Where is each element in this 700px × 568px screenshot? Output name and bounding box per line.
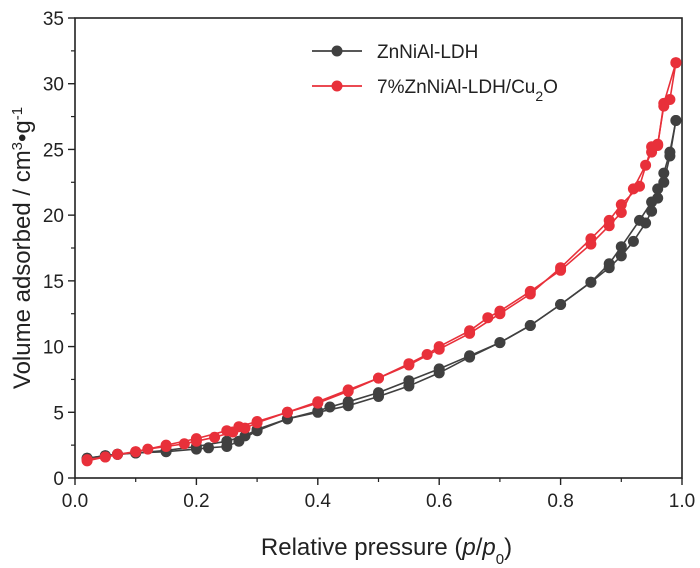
data-point-zn: [433, 363, 445, 375]
legend-marker-cu2o: [331, 80, 343, 92]
data-point-cu2o: [634, 180, 645, 192]
y-axis-title: Volume adsorbed / cm3•g-1: [9, 107, 37, 389]
data-point-zn: [585, 276, 597, 288]
data-point-cu2o: [81, 454, 93, 466]
x-tick-label: 0.0: [62, 491, 88, 512]
x-tick-label: 1.0: [669, 491, 695, 512]
data-point-cu2o: [373, 372, 384, 384]
legend-label-cu2o: 7%ZnNiAl-LDH/Cu2O: [377, 77, 558, 104]
data-point-cu2o: [281, 406, 293, 418]
x-axis-title: Relative pressure (p/p0): [261, 534, 512, 568]
x-tick-label: 0.6: [426, 491, 452, 512]
y-tick-label: 25: [43, 140, 64, 161]
legend-label-zn: ZnNiAl-LDH: [377, 42, 478, 63]
data-point-zn: [658, 167, 670, 179]
data-point-cu2o: [178, 438, 190, 450]
data-point-cu2o: [421, 349, 433, 360]
legend: ZnNiAl-LDH 7%ZnNiAl-LDH/Cu2O: [312, 42, 558, 104]
data-point-zn: [555, 299, 567, 310]
legend-item-cu2o: 7%ZnNiAl-LDH/Cu2O: [312, 77, 558, 104]
data-point-zn: [233, 435, 245, 447]
data-point-cu2o: [251, 416, 263, 427]
series-line-zn-adsorption: [86, 120, 677, 460]
data-point-zn: [324, 401, 336, 413]
data-point-cu2o: [603, 214, 615, 226]
data-point-zn: [494, 337, 506, 349]
data-point-cu2o: [233, 421, 245, 433]
data-point-cu2o: [464, 327, 476, 339]
data-point-cu2o: [640, 159, 652, 171]
data-point-cu2o: [221, 425, 233, 437]
y-tick-label: 20: [43, 206, 64, 227]
data-point-cu2o: [403, 359, 415, 371]
axis-ticks: 0.0 0.2 0.4 0.6 0.8 1.0 0 5 10 15 20 25 30 35: [43, 9, 695, 512]
data-point-zn: [251, 425, 263, 437]
data-point-cu2o: [524, 288, 536, 300]
data-point-cu2o: [615, 199, 627, 211]
data-point-cu2o: [130, 446, 142, 458]
data-point-zn: [312, 405, 324, 417]
data-point-cu2o: [482, 312, 494, 324]
series-layer: [81, 57, 682, 467]
legend-marker-zn: [331, 45, 343, 57]
data-point-zn: [524, 320, 536, 331]
y-tick-label: 15: [43, 272, 64, 293]
data-point-zn: [203, 442, 214, 454]
data-point-zn: [646, 205, 658, 217]
data-point-zn: [634, 214, 645, 226]
data-point-cu2o: [160, 439, 172, 451]
data-point-cu2o: [585, 233, 597, 245]
y-tick-label: 0: [53, 469, 64, 490]
data-point-zn: [342, 396, 354, 408]
data-point-zn: [615, 241, 627, 253]
data-point-zn: [190, 443, 202, 455]
data-point-zn: [464, 350, 476, 362]
data-point-cu2o: [342, 384, 354, 396]
data-point-cu2o: [494, 308, 506, 320]
data-point-zn: [670, 115, 682, 126]
x-tick-label: 0.8: [547, 491, 573, 512]
data-point-cu2o: [670, 57, 682, 69]
data-point-cu2o: [312, 396, 324, 408]
data-point-zn: [603, 258, 615, 270]
data-point-zn: [646, 196, 658, 208]
data-point-cu2o: [99, 451, 111, 463]
y-tick-label: 35: [43, 9, 64, 30]
series-line-zn-desorption: [86, 120, 677, 460]
data-point-cu2o: [209, 431, 221, 443]
data-point-cu2o: [112, 448, 123, 460]
y-tick-label: 30: [43, 75, 64, 96]
data-point-zn: [664, 146, 676, 158]
x-tick-label: 0.4: [305, 491, 332, 512]
y-tick-label: 10: [43, 338, 64, 359]
legend-item-zn: ZnNiAl-LDH: [312, 42, 478, 63]
x-tick-label: 0.2: [183, 491, 209, 512]
data-point-zn: [615, 250, 627, 262]
data-point-zn: [627, 235, 639, 247]
data-point-zn: [373, 387, 384, 399]
data-point-cu2o: [555, 262, 567, 274]
data-point-cu2o: [190, 433, 202, 445]
data-point-cu2o: [646, 141, 658, 153]
data-point-zn: [221, 441, 233, 452]
data-point-cu2o: [142, 443, 154, 455]
data-point-cu2o: [433, 343, 445, 355]
series-line-cu2o-adsorption: [86, 62, 677, 462]
data-point-zn: [652, 183, 664, 195]
data-point-cu2o: [615, 207, 627, 218]
data-point-zn: [403, 375, 415, 387]
data-point-cu2o: [658, 100, 670, 112]
y-tick-label: 5: [53, 403, 64, 424]
